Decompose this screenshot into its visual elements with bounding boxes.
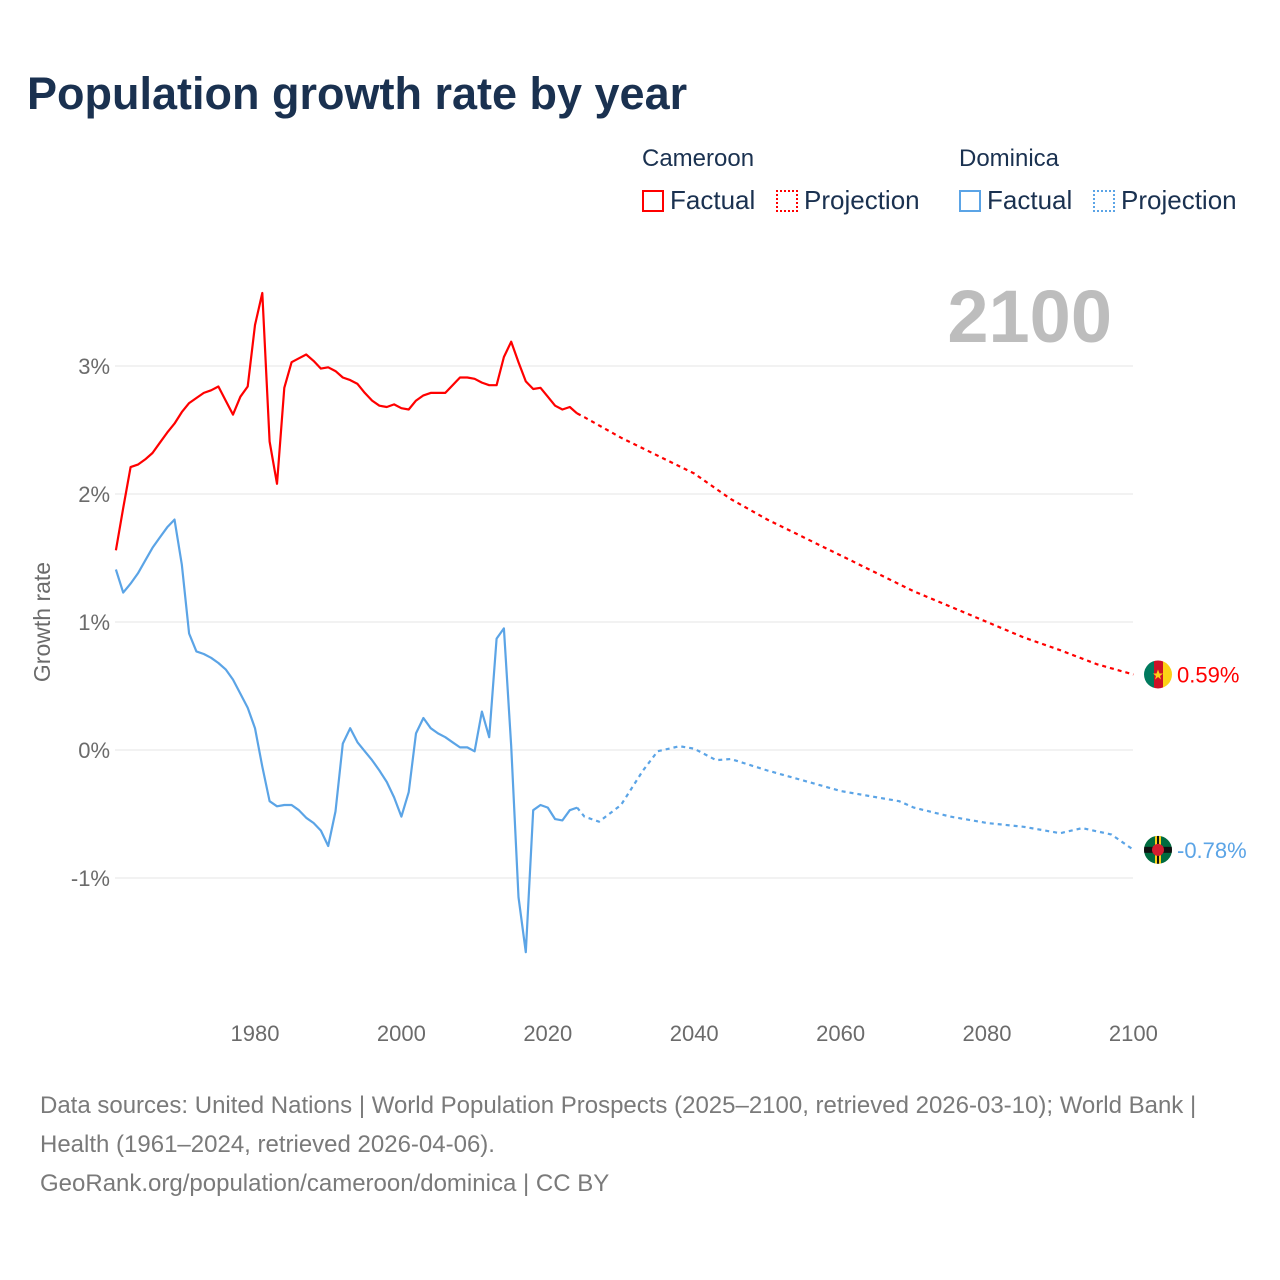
year-display: 2100 — [947, 275, 1112, 358]
flag-body — [1144, 660, 1172, 689]
legend-dominica-projection[interactable]: Projection — [1093, 185, 1237, 216]
x-tick-label: 2080 — [963, 1021, 1012, 1046]
legend-header-dominica: Dominica — [959, 145, 1060, 172]
dominica-projection-line — [576, 745, 1135, 851]
legend-swatch-dotted — [776, 189, 798, 212]
flag-stripe — [1144, 660, 1154, 689]
y-tick-label: -1% — [71, 866, 110, 891]
flag-disc — [1152, 843, 1164, 856]
legend-header-cameroon: Cameroon — [642, 145, 755, 172]
credit-link[interactable]: GeoRank.org/population/cameroon/dominica… — [40, 1170, 610, 1197]
y-axis-label: Growth rate — [29, 562, 55, 682]
legend-label: Projection — [804, 185, 920, 215]
x-tick-label: 2000 — [377, 1021, 426, 1046]
dominica-flag-icon — [1144, 835, 1172, 864]
x-tick-label: 1980 — [231, 1021, 280, 1046]
y-tick-label: 0% — [78, 738, 110, 763]
x-tick-label: 2060 — [816, 1021, 865, 1046]
y-tick-label: 1% — [78, 610, 110, 635]
x-tick-label: 2040 — [670, 1021, 719, 1046]
x-tick-label: 2020 — [523, 1021, 572, 1046]
legend-label: Projection — [1121, 185, 1237, 215]
cameroon-factual-line — [114, 291, 578, 551]
legend-dominica-factual[interactable]: Factual — [959, 185, 1072, 216]
legend-label: Factual — [670, 185, 756, 215]
cameroon-end-label: 0.59% — [1177, 662, 1239, 687]
y-tick-label: 3% — [78, 354, 110, 379]
dominica-end-label: -0.78% — [1177, 838, 1247, 863]
flag-stripe — [1163, 660, 1172, 689]
data-sources: Data sources: United Nations | World Pop… — [40, 1092, 1197, 1158]
legend-swatch-dotted — [1093, 189, 1115, 212]
legend-cameroon-projection[interactable]: Projection — [776, 185, 920, 216]
y-tick-label: 2% — [78, 482, 110, 507]
flag-body — [1144, 835, 1172, 864]
star-icon — [1153, 669, 1163, 680]
dominica-factual-line — [114, 518, 578, 954]
legend-cameroon-factual[interactable]: Factual — [642, 185, 755, 216]
legend-swatch-solid — [959, 189, 981, 212]
legend-swatch-solid — [642, 189, 664, 212]
footer: Data sources: United Nations | World Pop… — [40, 1086, 1240, 1203]
legend-label: Factual — [987, 185, 1073, 215]
cameroon-flag-icon — [1144, 660, 1172, 689]
cameroon-projection-line — [576, 412, 1134, 676]
x-tick-label: 2100 — [1109, 1021, 1158, 1046]
chart-title: Population growth rate by year — [27, 68, 688, 119]
